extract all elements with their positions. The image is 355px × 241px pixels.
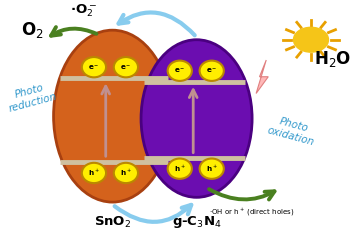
Ellipse shape (168, 159, 192, 179)
Text: ·O$_2^-$: ·O$_2^-$ (70, 3, 97, 19)
Text: h$^+$: h$^+$ (206, 164, 218, 174)
Ellipse shape (141, 40, 252, 197)
Ellipse shape (200, 159, 224, 179)
Text: e$^-$: e$^-$ (174, 66, 186, 75)
Ellipse shape (114, 57, 138, 77)
Text: g-C$_3$N$_4$: g-C$_3$N$_4$ (172, 214, 222, 230)
Text: e$^-$: e$^-$ (120, 63, 132, 72)
Ellipse shape (200, 61, 224, 81)
Text: h$^+$: h$^+$ (88, 168, 100, 178)
Ellipse shape (168, 61, 192, 81)
Text: e$^-$: e$^-$ (88, 63, 100, 72)
Ellipse shape (82, 163, 106, 183)
Text: h$^+$: h$^+$ (174, 164, 186, 174)
Ellipse shape (82, 57, 106, 77)
Text: H$_2$O: H$_2$O (314, 49, 351, 69)
Polygon shape (256, 60, 268, 94)
Text: e$^-$: e$^-$ (206, 66, 218, 75)
Text: SnO$_2$: SnO$_2$ (94, 215, 131, 230)
Text: h$^+$: h$^+$ (120, 168, 132, 178)
Circle shape (294, 27, 328, 52)
Text: Photo
reduction: Photo reduction (4, 80, 58, 114)
Ellipse shape (54, 30, 171, 202)
Text: O$_2$: O$_2$ (21, 20, 44, 40)
Text: Photo
oxidation: Photo oxidation (266, 114, 319, 147)
Ellipse shape (114, 163, 138, 183)
Text: ·OH or h$^+$ (direct holes): ·OH or h$^+$ (direct holes) (209, 207, 295, 219)
